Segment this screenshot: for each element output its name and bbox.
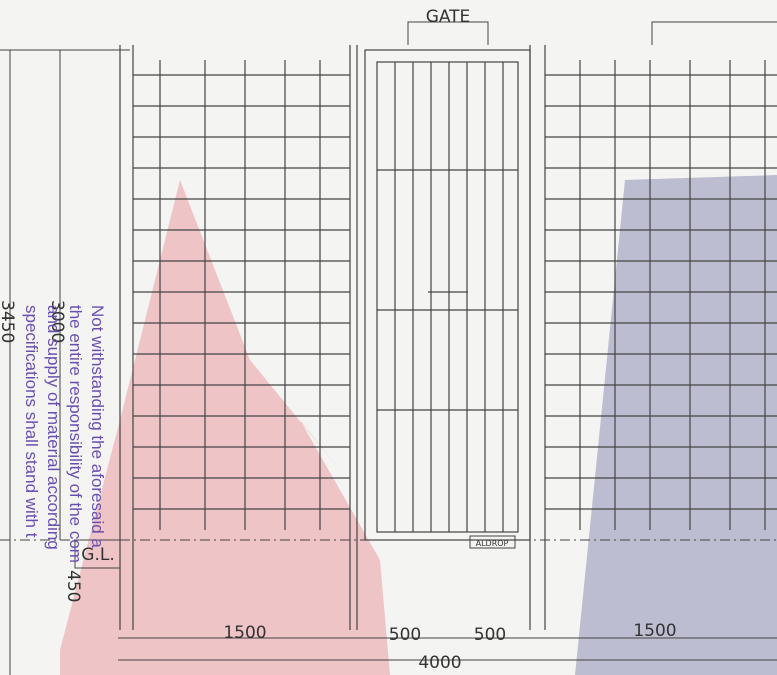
height-inner: 3000 [47, 300, 67, 343]
aldrop-box [469, 535, 516, 549]
stamp-line: and supply of material according [44, 305, 63, 550]
watermark-blue [575, 175, 777, 675]
callout [651, 21, 777, 45]
stamp-line: the entire responsibility of the com [66, 305, 85, 563]
stamp-line: Not withstanding the aforesaid a [88, 305, 107, 548]
gate-frame [364, 49, 531, 541]
foundation: 450 [63, 570, 83, 602]
gl-label: G.L. [81, 545, 114, 565]
gate-label: GATE [426, 7, 471, 27]
dim-left-panel: 1500 [223, 623, 266, 643]
gate-callout [407, 21, 489, 45]
dim-right-panel: 1500 [633, 621, 676, 641]
gl-box [74, 539, 121, 569]
height-outer: 3450 [0, 300, 17, 343]
gate-inner [376, 61, 519, 533]
fence-frame [119, 45, 777, 630]
dim-gate-right: 500 [474, 625, 506, 645]
watermark-red [60, 180, 390, 675]
dim-total: 4000 [418, 653, 461, 673]
stamp-line: specifications shall stand with t [22, 305, 41, 538]
dim-gate-left: 500 [389, 625, 421, 645]
aldrop-label: ALDROP [476, 539, 509, 548]
